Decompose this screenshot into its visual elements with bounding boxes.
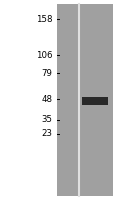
Text: 79: 79 — [41, 68, 52, 77]
Text: 158: 158 — [36, 15, 52, 23]
Text: 48: 48 — [41, 95, 52, 104]
Bar — [81, 97, 107, 105]
Text: 106: 106 — [36, 50, 52, 60]
Text: 23: 23 — [41, 130, 52, 139]
Bar — [56, 4, 113, 196]
Text: 35: 35 — [41, 116, 52, 124]
